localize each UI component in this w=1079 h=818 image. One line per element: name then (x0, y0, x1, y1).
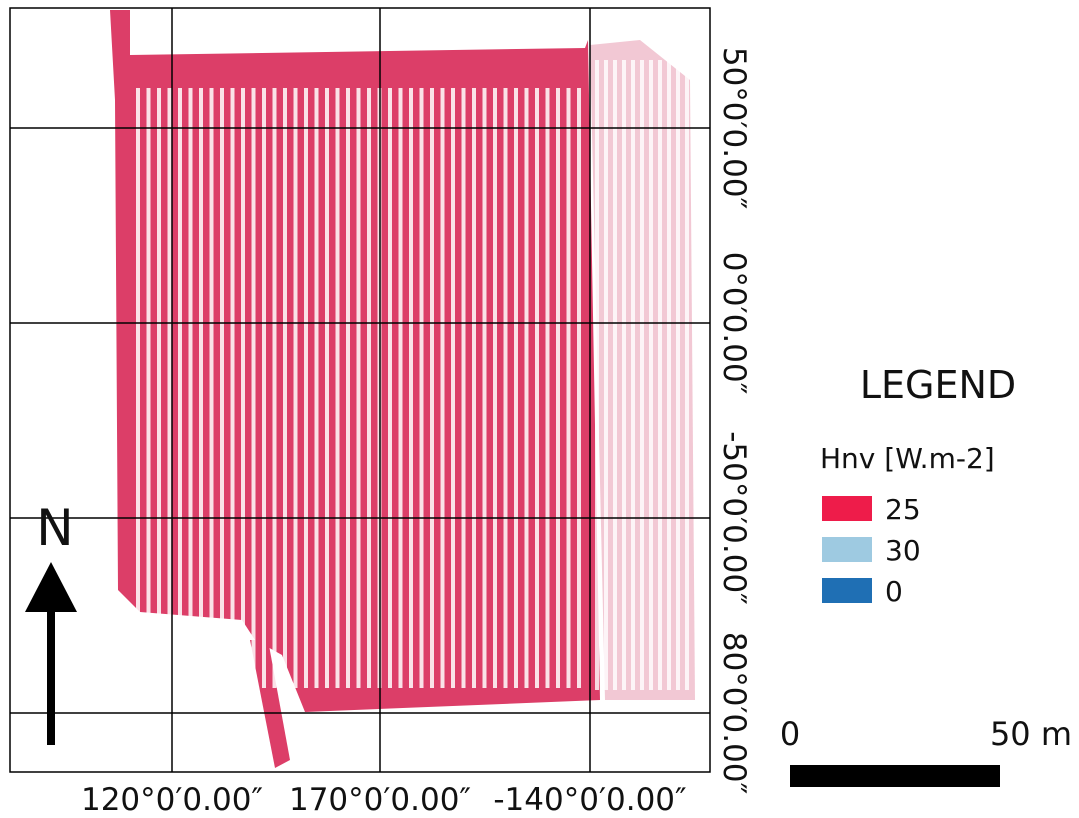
field-gap (398, 88, 403, 688)
x-coordinate-label: 170°0′0.00″ (289, 782, 471, 814)
field-gap (178, 88, 182, 688)
field-gap (293, 88, 298, 688)
field-gap (314, 88, 319, 688)
field-gap (409, 88, 413, 688)
north-arrow-shaft (47, 610, 55, 745)
north-arrow (25, 562, 77, 612)
field-gap (251, 88, 256, 688)
field-gap (604, 60, 608, 690)
field-gap (335, 88, 340, 688)
map-border (9, 7, 711, 773)
field-gap (388, 88, 392, 688)
field-gap (658, 60, 662, 690)
legend-label: 25 (885, 493, 921, 526)
field-gap (622, 60, 626, 690)
field-gap (535, 88, 539, 688)
y-coordinate-label: -50°0′0.00″ (716, 431, 752, 605)
field-gap (676, 60, 680, 690)
field-gap (167, 88, 172, 688)
field-gap (472, 88, 476, 688)
legend-swatch (822, 578, 872, 603)
y-coordinate-label: 50°0′0.00″ (716, 47, 752, 209)
y-coordinate-label: 80°0′0.00″ (716, 632, 752, 794)
field-gap (685, 60, 689, 690)
field-gap (325, 88, 329, 688)
field-gap (440, 88, 445, 688)
legend-swatch (822, 537, 872, 562)
field-gap (157, 88, 161, 688)
field-gap (430, 88, 434, 688)
scale-bar (790, 765, 1000, 787)
field-gap (577, 88, 581, 688)
x-coordinate-label: 120°0′0.00″ (81, 782, 263, 814)
field-gap (209, 88, 214, 688)
field-gap (283, 88, 287, 688)
field-gap (524, 88, 529, 688)
field-gap (272, 88, 277, 688)
x-coordinate-label: -140°0′0.00″ (493, 782, 686, 814)
field-gap (188, 88, 193, 688)
legend-swatch (822, 496, 872, 521)
field-gap (667, 60, 671, 690)
field-gap (649, 60, 653, 690)
scale-start: 0 (780, 715, 800, 753)
field-gap (262, 88, 266, 688)
map-frame (110, 10, 695, 768)
field-gap (346, 88, 350, 688)
field-gap (304, 88, 308, 688)
field-gap (220, 88, 224, 688)
field-gap (640, 60, 644, 690)
field-gap (461, 88, 466, 688)
north-label: N (36, 499, 73, 557)
field-gap (482, 88, 487, 688)
field-gap (230, 88, 235, 688)
field-gap (241, 88, 245, 688)
graticule (10, 8, 710, 772)
field-gap (613, 60, 617, 690)
field-gap (556, 88, 560, 688)
legend-variable: Hnv [W.m-2] (820, 442, 995, 475)
field-gap (356, 88, 361, 688)
field-gap (199, 88, 203, 688)
field-gap (367, 88, 371, 688)
field-gap (419, 88, 424, 688)
field-gap (595, 60, 599, 690)
legend-label: 30 (885, 534, 921, 567)
field-gap (566, 88, 571, 688)
legend: 25 30 0 (822, 493, 921, 608)
field-gap (146, 88, 151, 688)
field-gap (136, 88, 140, 688)
field-gap (451, 88, 455, 688)
scale-end: 50 m (990, 715, 1072, 753)
field-gap (503, 88, 508, 688)
y-coordinate-label: 0°0′0.00″ (716, 252, 752, 395)
field-gap (514, 88, 518, 688)
field-gap (545, 88, 550, 688)
field-strip (250, 640, 290, 768)
field-gap (493, 88, 497, 688)
field-gap (631, 60, 635, 690)
legend-label: 0 (885, 575, 903, 608)
legend-title: LEGEND (860, 363, 1016, 407)
